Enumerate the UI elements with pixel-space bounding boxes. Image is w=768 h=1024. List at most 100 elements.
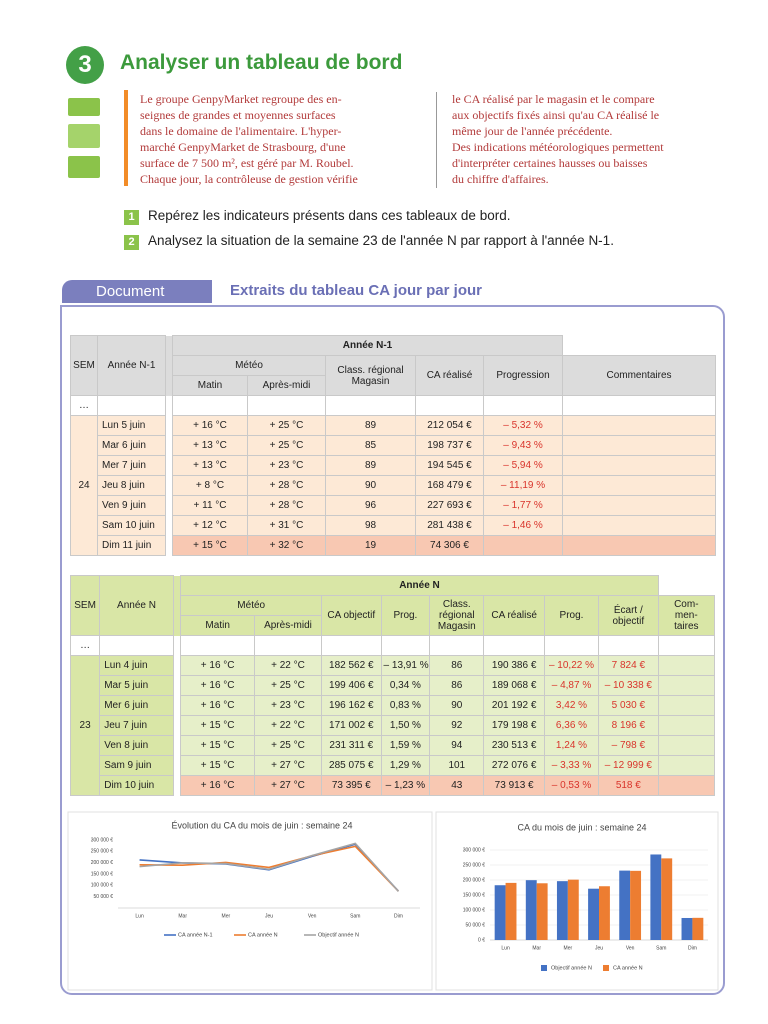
spacer [173, 575, 181, 596]
cell [657, 735, 716, 756]
day-cell: Dim 11 juin [97, 535, 166, 556]
cell: – 0,53 % [543, 775, 600, 796]
cell [562, 515, 716, 536]
header-cell: CA objectif [321, 595, 382, 636]
bar [630, 870, 642, 940]
document-tab: Document [62, 280, 212, 303]
spacer [165, 475, 173, 496]
spacer [173, 695, 181, 716]
accent-bar [124, 90, 128, 186]
cell: 98 [325, 515, 416, 536]
intro-column: le CA réalisé par le magasin et le compa… [452, 91, 664, 187]
cell: + 27 °C [253, 755, 323, 776]
cell: + 16 °C [180, 695, 255, 716]
cell: 92 [429, 715, 485, 736]
cell: 0,83 % [380, 695, 431, 716]
cell: 94 [429, 735, 485, 756]
cell: 86 [429, 675, 485, 696]
cell: + 16 °C [180, 775, 255, 796]
x-tick-label: Dim [688, 945, 697, 951]
computer-icon [68, 156, 100, 178]
cell: + 15 °C [172, 535, 248, 556]
intro-line: le CA réalisé par le magasin et le compa… [452, 92, 655, 106]
header-row: SEM Année N-1 Année N-1 [70, 335, 716, 396]
header-cell: Année N [180, 575, 659, 596]
cell [562, 455, 716, 476]
line-series [139, 842, 400, 892]
ellipsis-row: … [69, 635, 716, 656]
task: 1 Repérez les indicateurs présents dans c… [124, 208, 510, 225]
cell: 168 479 € [415, 475, 484, 496]
task-text: Analysez la situation de la semaine 23 d… [148, 233, 614, 248]
cell: + 23 °C [247, 455, 326, 476]
spacer [165, 515, 173, 536]
task: 2 Analysez la situation de la semaine 23 … [124, 233, 614, 250]
legend-label: CA année N [613, 965, 643, 971]
cell: 90 [325, 475, 416, 496]
cell [483, 535, 563, 556]
spacer [173, 635, 181, 656]
header-row: Matin Après-midi [71, 615, 715, 636]
cell: + 25 °C [247, 415, 326, 436]
cell: 74 306 € [415, 535, 484, 556]
cell: – 12 999 € [598, 755, 659, 776]
intro-line: même jour de l'année précédente. [452, 124, 613, 138]
header-cell: Com-men-taires [657, 595, 716, 636]
cell: + 32 °C [247, 535, 326, 556]
day-cell: Dim 10 juin [99, 775, 174, 796]
cell: – 9,43 % [483, 435, 563, 456]
intro-line: dans le domaine de l'alimentaire. L'hype… [140, 124, 342, 138]
cell [657, 715, 716, 736]
cell [657, 655, 716, 676]
level-icon [68, 98, 100, 116]
x-tick-label: Jeu [265, 913, 273, 919]
y-tick-label: 300 000 € [463, 847, 485, 853]
day-cell: Mer 7 juin [97, 455, 166, 476]
cell: 1,50 % [380, 715, 431, 736]
header-line: taires [674, 621, 699, 632]
cell: + 8 °C [172, 475, 248, 496]
data-row: 23 Lun 4 juin + 16 °C + 22 °C 182 562 € – 13,… [69, 655, 716, 796]
cell: – 5,32 % [483, 415, 563, 436]
y-tick-label: 150 000 € [463, 892, 485, 898]
intro-line: marché GenpyMarket de Strasbourg, d'une [140, 140, 346, 154]
bar [567, 879, 579, 940]
spacer [165, 435, 173, 456]
day-cell: Ven 8 juin [99, 735, 174, 756]
x-tick-label: Ven [308, 913, 317, 919]
data-row: Dim 10 juin + 16 °C + 27 °C 73 395 € – 1,23 … [71, 775, 716, 796]
spacer [165, 375, 173, 396]
header-cell: Année N-1 [172, 335, 563, 356]
table-n: SEM Année N Année N Météo CA objectif Prog. Cl… [69, 575, 716, 796]
spacer [173, 775, 181, 796]
cell: 196 162 € [321, 695, 382, 716]
x-tick-label: Lun [501, 945, 510, 951]
day-cell: Sam 10 juin [97, 515, 166, 536]
header-cell: Matin [172, 375, 248, 396]
cell: 518 € [598, 775, 659, 796]
cell: 6,36 % [543, 715, 600, 736]
data-row: Sam 9 juin + 15 °C + 27 °C 285 075 €1,29 % 1… [71, 755, 716, 776]
spacer [173, 655, 181, 676]
table-body: SEM Année N Année N Météo CA objectif Prog. Cl… [69, 575, 716, 796]
cell: 5 030 € [598, 695, 659, 716]
cell: 1,29 % [380, 755, 431, 776]
day-cell: Lun 5 juin [97, 415, 166, 436]
table-body: SEM Année N-1 Année N-1 Météo Class. régiona… [70, 335, 716, 556]
cell: 281 438 € [415, 515, 484, 536]
day-cell: Lun 4 juin [99, 655, 174, 676]
chart-frame [67, 811, 433, 991]
cell: – 5,94 % [483, 455, 563, 476]
legend-label: Objectif année N [551, 965, 592, 971]
intro-line: seignes de grandes et moyennes surfaces [140, 108, 336, 122]
cell [657, 675, 716, 696]
header-cell: Progression [483, 355, 563, 396]
cell: 189 068 € [483, 675, 545, 696]
cell: + 12 °C [172, 515, 248, 536]
x-tick-label: Lun [135, 913, 144, 919]
legend-label: Objectif année N [318, 932, 359, 938]
y-tick-label: 200 000 € [91, 860, 113, 866]
data-row: Sam 10 juin + 12 °C + 31 °C 98 281 438 € – 1,… [71, 515, 716, 536]
spacer [173, 615, 181, 636]
